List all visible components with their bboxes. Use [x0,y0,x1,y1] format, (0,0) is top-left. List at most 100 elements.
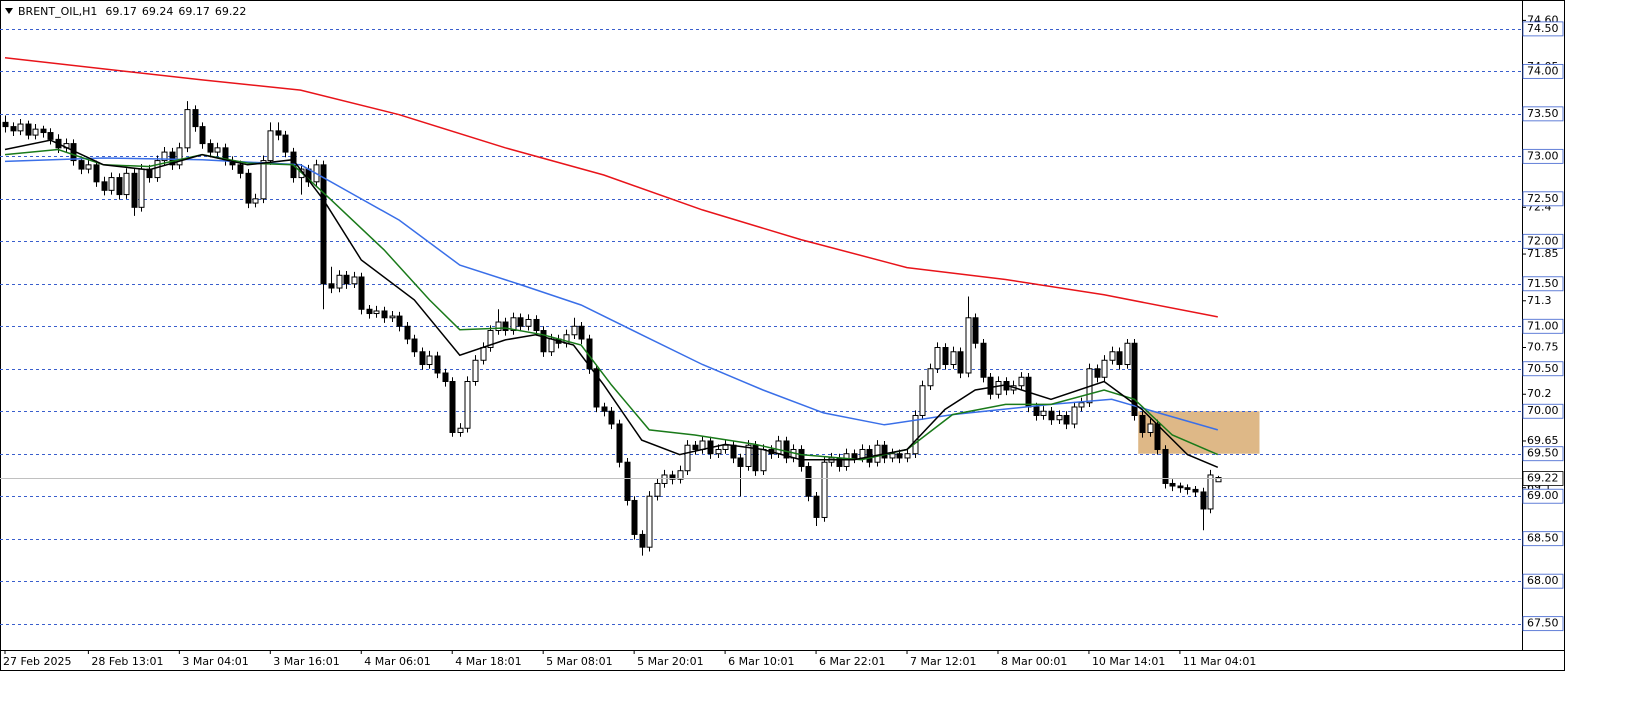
candle-body [1048,410,1055,421]
candle-body [78,160,85,170]
candle-body [138,168,145,208]
candle-body [737,457,744,467]
candle-body [715,448,722,455]
candle-body [282,134,289,153]
candle-body [1018,376,1025,387]
candle-body [336,274,343,289]
candle-body [93,164,100,183]
level-label: 74.50 [1527,22,1559,35]
x-tick-label: 27 Feb 2025 [3,655,71,668]
level-label-box [1522,21,1564,37]
candle-body [972,317,979,344]
y-tick-label: 69.65 [1527,434,1559,447]
level-label-box [1522,531,1564,547]
level-label: 68.50 [1527,532,1559,545]
candle-body [593,368,600,408]
candle-body [351,276,358,285]
level-label: 73.50 [1527,107,1559,120]
candle-body [950,351,957,366]
candle-body [510,317,517,332]
candle-body [1094,368,1101,378]
candle-body [40,128,47,134]
candle-body [260,160,267,200]
x-tick-label: 4 Mar 06:01 [364,655,430,668]
moving-average [4,57,1218,318]
candle-body [464,381,471,429]
x-tick-label: 10 Mar 14:01 [1092,655,1165,668]
level-label: 72.50 [1527,192,1559,205]
candle-body [752,444,759,472]
current-price-box [1522,471,1564,486]
candle-body [957,351,964,374]
candle-body [525,318,532,327]
candle-body [548,338,555,353]
candle-body [419,351,426,366]
candle-body [616,423,623,463]
symbol-menu-arrow[interactable] [5,8,13,14]
candle-body [480,347,487,361]
level-label-box [1522,488,1564,504]
candle-body [457,427,464,433]
candle-body [237,164,244,174]
candle-body [1116,351,1123,366]
candle-body [411,338,418,353]
candle-body [17,123,24,132]
candle-body [805,465,812,497]
candle-body [434,355,441,374]
level-label: 70.50 [1527,362,1559,375]
candle-body [245,172,252,204]
candle-body [1184,487,1191,490]
candle-body [184,109,191,149]
candle-body [1154,423,1161,450]
candle-body [358,276,365,310]
candle-body [533,318,540,332]
candle-body [85,164,92,170]
candle-body [1207,474,1214,510]
candle-body [813,495,820,518]
candle-body [366,308,373,315]
close: 69.22 [215,5,247,18]
level-label-box [1522,616,1564,632]
candle-body [677,470,684,480]
y-tick-label: 70.2 [1527,387,1552,400]
candle-body [601,406,608,412]
candle-body [1215,477,1222,483]
candle-body [176,147,183,166]
x-tick-label: 8 Mar 00:01 [1001,655,1067,668]
candle-body [449,381,456,433]
level-label: 73.00 [1527,149,1559,162]
candle-body [442,372,449,383]
candle-body [161,151,168,162]
candle-body [1078,402,1085,408]
chart-header: BRENT_OIL,H1 69.17 69.24 69.17 69.22 [18,5,246,18]
candle-body [1040,410,1047,416]
level-label: 71.00 [1527,319,1559,332]
candle-body [487,330,494,349]
candle-body [267,130,274,162]
candle-body [775,440,782,455]
level-label: 74.00 [1527,64,1559,77]
candle-body [578,325,585,340]
level-label-box [1522,106,1564,122]
candle-body [760,448,767,472]
level-label: 70.00 [1527,404,1559,417]
candle-body [851,453,858,459]
candle-body [495,321,502,332]
y-tick-label: 71.85 [1527,247,1559,260]
x-tick-label: 6 Mar 22:01 [819,655,885,668]
candle-body [1071,406,1078,425]
candle-body [646,495,653,548]
candle-body [207,143,214,153]
high: 69.24 [142,5,174,18]
current-price-label: 69.22 [1527,472,1559,485]
candle-body [1109,351,1116,361]
candle-body [1063,414,1070,425]
candle-body [47,132,54,140]
x-tick-label: 4 Mar 18:01 [455,655,521,668]
candle-body [692,444,699,450]
candle-body [896,453,903,459]
level-label-box [1522,148,1564,164]
candle-body [927,368,934,387]
candle-body [919,385,926,416]
level-label-box [1522,191,1564,207]
